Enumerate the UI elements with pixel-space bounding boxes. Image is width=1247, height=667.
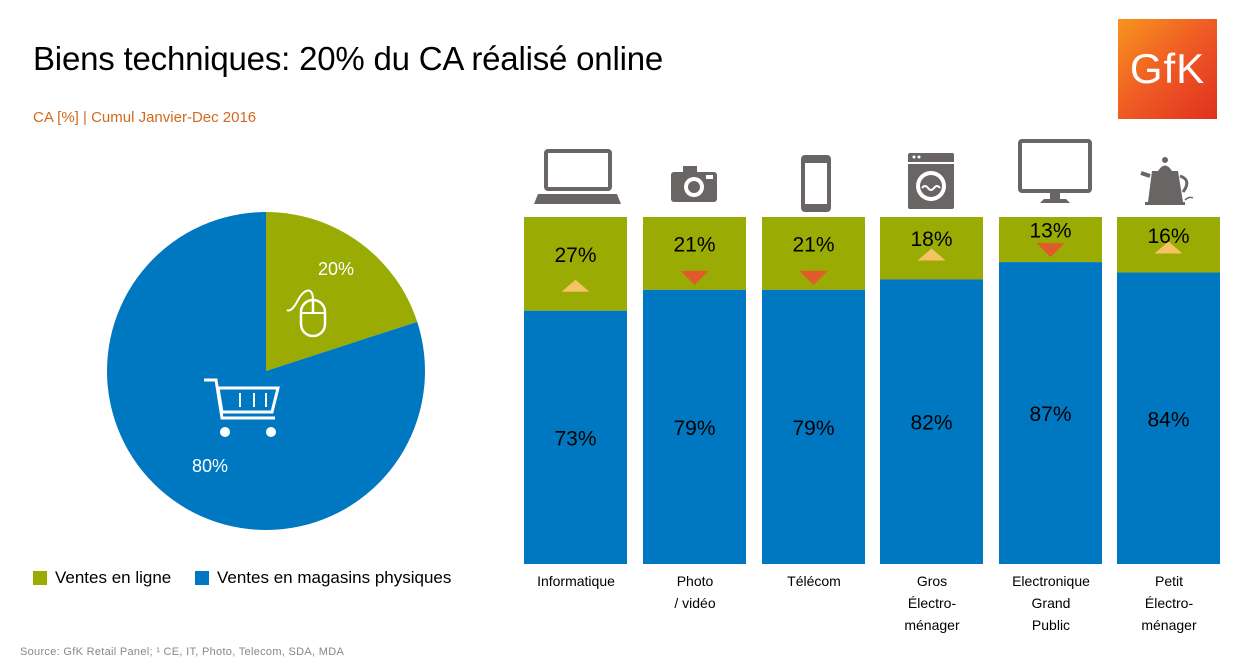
- gfk-logo: GfK: [1118, 19, 1217, 119]
- bar-group: 21% 79%: [643, 217, 746, 564]
- category-label-line: Grand: [1031, 595, 1071, 611]
- monitor-icon: [1018, 139, 1092, 203]
- bar-label-store: 87%: [1029, 403, 1071, 426]
- category-label-line: ménager: [1141, 617, 1197, 633]
- logo-text: GfK: [1129, 45, 1206, 92]
- legend-online: Ventes en ligne: [33, 568, 171, 588]
- camera-icon: [671, 166, 717, 202]
- category-label: Electronique Grand Public: [999, 570, 1103, 636]
- pie-slice: [107, 212, 425, 530]
- category-label: Gros Électro-ménager: [880, 570, 984, 636]
- shopping-cart-icon: [204, 378, 280, 437]
- smartphone-icon: [801, 155, 831, 212]
- bar-label-online: 27%: [554, 244, 596, 267]
- bar-store: [643, 289, 746, 564]
- pie-label-store: 80%: [192, 456, 228, 476]
- bar-label-online: 18%: [910, 228, 952, 251]
- bar-store: [880, 279, 983, 564]
- bar-group: 16% 84%: [1117, 217, 1220, 564]
- category-label: Photo / vidéo: [643, 570, 747, 614]
- bar-store: [999, 262, 1102, 564]
- legend-store-swatch: [195, 571, 209, 585]
- bar-label-store: 84%: [1147, 408, 1189, 431]
- laptop-icon: [534, 149, 621, 204]
- category-label-line: ménager: [904, 617, 960, 633]
- category-label: Télécom: [762, 570, 866, 592]
- bar-label-online: 21%: [792, 233, 834, 256]
- bar-online: [880, 217, 983, 280]
- category-label-line: Électro-: [1144, 595, 1194, 611]
- bar-label-store: 79%: [673, 417, 715, 440]
- page-title: Biens techniques: 20% du CA réalisé onli…: [33, 40, 664, 77]
- bar-online: [524, 217, 627, 311]
- legend-online-label: Ventes en ligne: [55, 568, 172, 587]
- bar-group: 18% 82%: [880, 217, 983, 564]
- legend-store: Ventes en magasins physiques: [195, 568, 451, 588]
- subtitle: CA [%] | Cumul Janvier-Dec 2016: [33, 109, 257, 126]
- legend-online-swatch: [33, 571, 47, 585]
- bar-group: 27% 73%: [524, 217, 627, 564]
- trend-up-icon: [1154, 241, 1183, 254]
- category-label-line: Photo: [676, 573, 714, 589]
- bar-store: [1117, 272, 1220, 564]
- pie-label-online: 20%: [318, 259, 354, 279]
- bar-store: [762, 289, 865, 564]
- category-label: Petit Électro-ménager: [1117, 570, 1221, 636]
- bar-label-online: 16%: [1147, 225, 1189, 248]
- category-label-line: Public: [1031, 617, 1071, 633]
- category-label-line: / vidéo: [674, 595, 716, 611]
- category-label-line: Electronique: [1012, 573, 1090, 589]
- bar-label-online: 21%: [673, 233, 715, 256]
- trend-up-icon: [917, 248, 946, 261]
- mouse-icon: [286, 289, 327, 338]
- category-label: Informatique: [524, 570, 628, 592]
- bar-label-store: 79%: [792, 417, 834, 440]
- trend-down-icon: [799, 270, 828, 285]
- category-label-line: Électro-: [907, 595, 957, 611]
- category-label-line: Informatique: [537, 573, 615, 589]
- category-label-line: Gros: [916, 573, 948, 589]
- legend-store-label: Ventes en magasins physiques: [217, 568, 452, 587]
- bar-store: [524, 310, 627, 564]
- bar-group: 21% 79%: [762, 217, 865, 564]
- category-label-line: Télécom: [787, 573, 841, 589]
- bar-group: 13% 87%: [999, 217, 1102, 564]
- washing-machine-icon: [908, 153, 954, 209]
- trend-down-icon: [1036, 243, 1065, 258]
- source-note: Source: GfK Retail Panel; ¹ CE, IT, Phot…: [20, 646, 345, 658]
- trend-down-icon: [680, 270, 709, 285]
- kettle-icon: [1140, 157, 1194, 205]
- bar-label-online: 13%: [1029, 220, 1071, 243]
- trend-up-icon: [561, 279, 590, 292]
- bar-label-store: 73%: [554, 427, 596, 450]
- bar-label-store: 82%: [910, 412, 952, 435]
- category-label-line: Petit: [1154, 573, 1183, 589]
